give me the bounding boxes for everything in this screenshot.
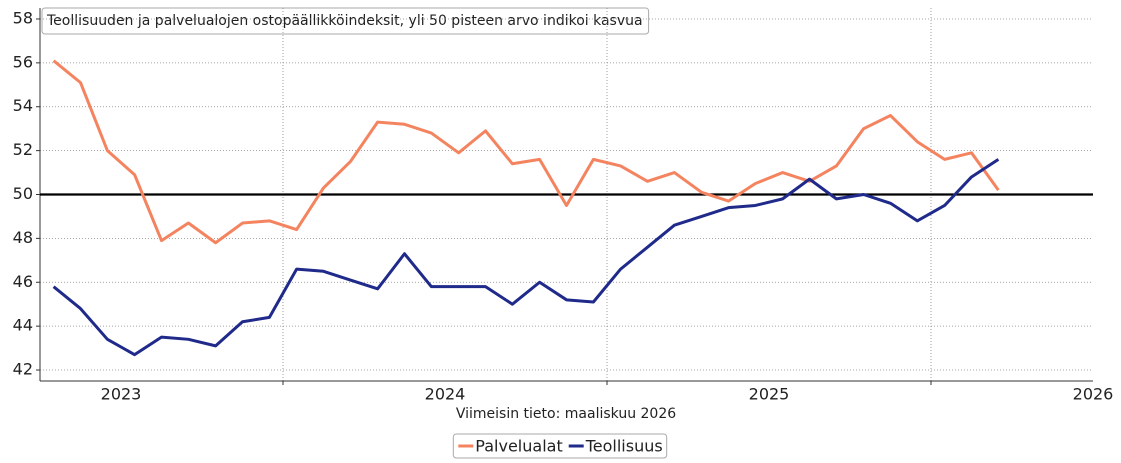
legend-box xyxy=(452,433,668,459)
y-tick-label: 44 xyxy=(13,316,33,335)
x-tick-label: 2024 xyxy=(425,385,466,404)
y-tick-label: 50 xyxy=(13,184,33,203)
y-tick-label: 56 xyxy=(13,52,33,71)
title-box xyxy=(41,7,650,35)
y-tick-label: 52 xyxy=(13,140,33,159)
x-tick-label: 2023 xyxy=(101,385,142,404)
y-tick-label: 54 xyxy=(13,96,33,115)
series-line xyxy=(52,158,1000,357)
series-line xyxy=(52,59,1000,245)
x-tick-label: 2026 xyxy=(1073,385,1114,404)
legend-label: Palvelualat xyxy=(475,437,562,456)
y-tick-label: 48 xyxy=(13,228,33,247)
legend: Palvelualat Teollisuus xyxy=(452,433,668,459)
y-tick-label: 58 xyxy=(13,8,33,27)
chart-title: Teollisuuden ja palvelualojen ostopäälli… xyxy=(46,13,643,29)
x-tick-label: 2025 xyxy=(749,385,790,404)
y-tick-label: 42 xyxy=(13,360,33,379)
y-tick-label: 46 xyxy=(13,272,33,291)
legend-label: Teollisuus xyxy=(585,437,663,456)
note: Viimeisin tieto: maaliskuu 2026 xyxy=(456,406,676,422)
